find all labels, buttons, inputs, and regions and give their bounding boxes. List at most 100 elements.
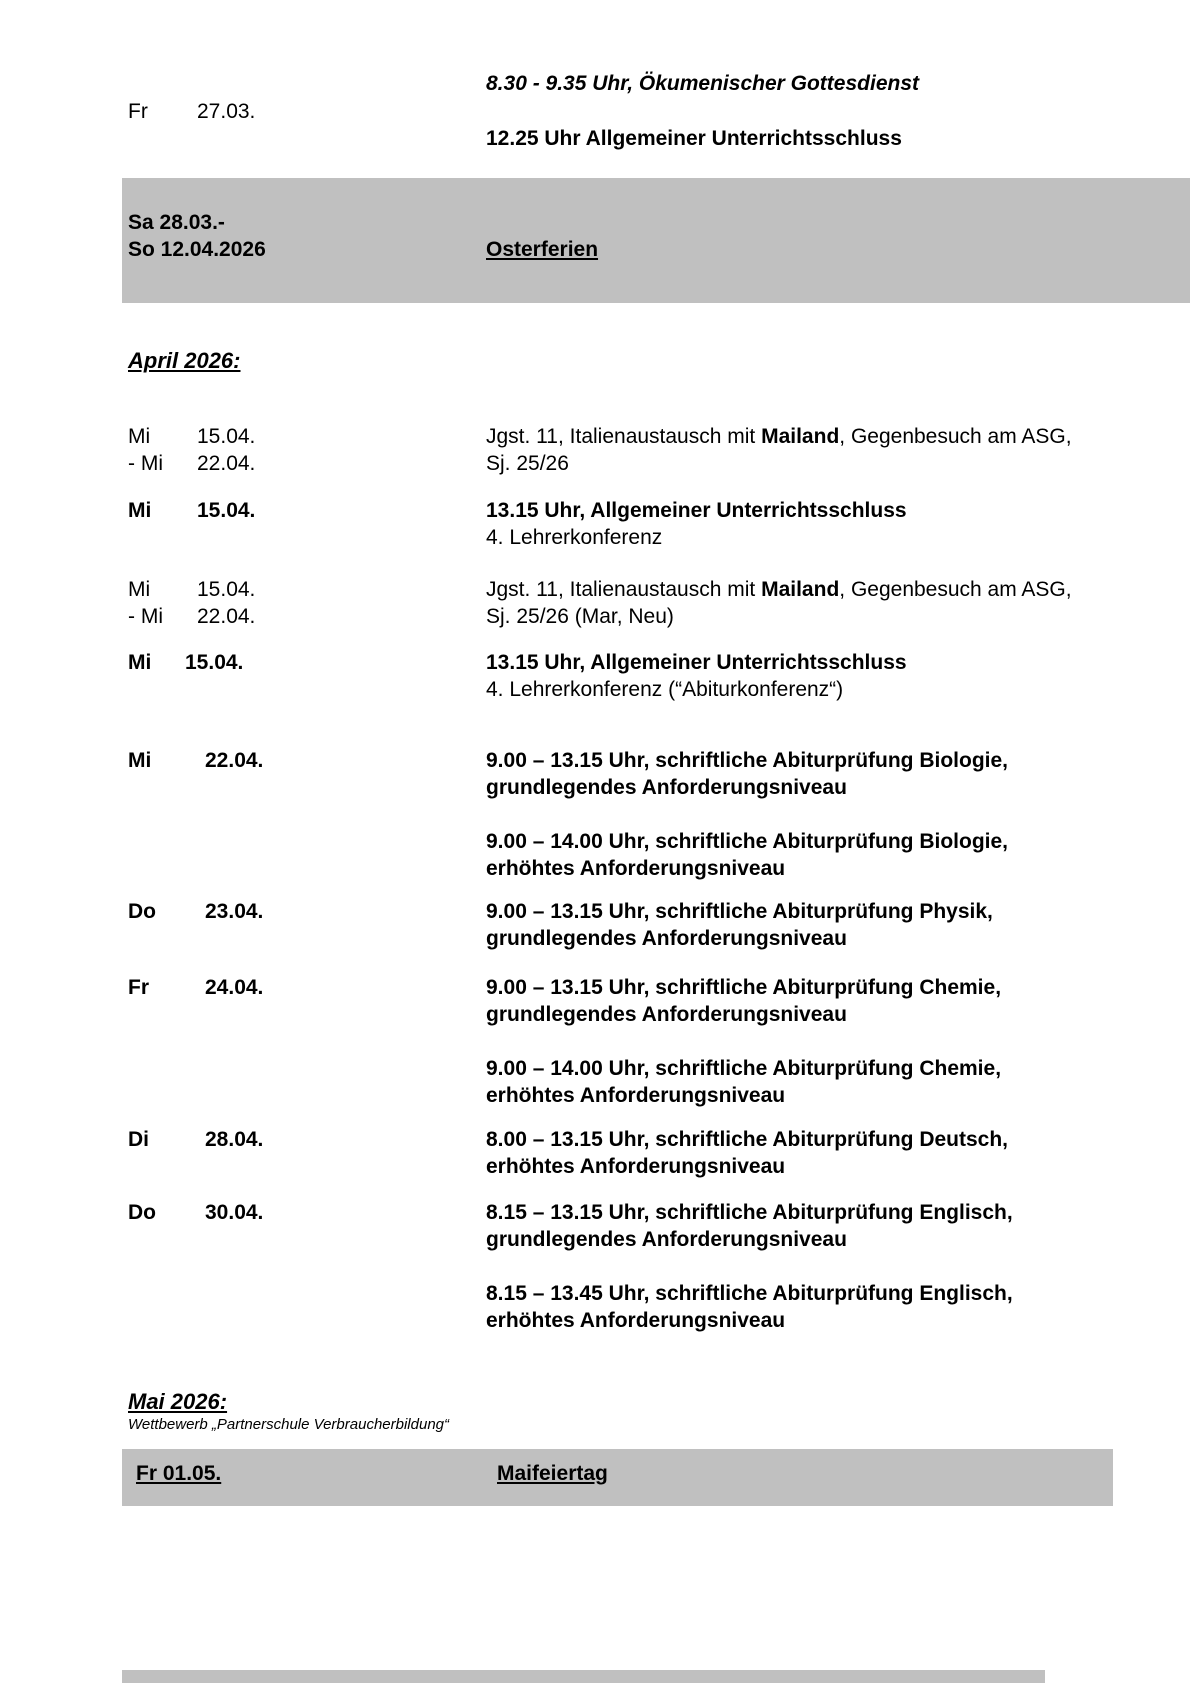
date-label: 28.04. — [205, 1128, 264, 1151]
day-label: Mi — [128, 425, 151, 448]
event-column: 9.00 – 13.15 Uhr, schriftliche Abiturprü… — [486, 747, 1190, 882]
event-column: 9.00 – 13.15 Uhr, schriftliche Abiturprü… — [486, 974, 1190, 1109]
event-text: erhöhtes Anforderungsniveau — [486, 1155, 786, 1178]
month-heading-april: April 2026: — [128, 348, 241, 373]
event-text: 8.00 – 13.15 Uhr, schriftliche Abiturprü… — [486, 1128, 1009, 1151]
event-column: 13.15 Uhr, Allgemeiner Unterrichtsschlus… — [486, 649, 1190, 703]
date-label: 22.04. — [197, 605, 256, 628]
event-column: Jgst. 11, Italienaustausch mit Mailand, … — [486, 423, 1190, 477]
date-label: 15.04. — [197, 499, 256, 522]
day-label: Mi — [128, 578, 151, 601]
date-label: 22.04. — [197, 452, 256, 475]
date-column: Di 28.04. — [0, 1126, 486, 1180]
event-text-gottesdienst: 8.30 - 9.35 Uhr, Ökumenischer Gottesdien… — [486, 72, 919, 95]
date-column: Mi 15.04. — [0, 649, 486, 703]
month-heading-mai: Mai 2026: — [128, 1389, 228, 1414]
day-label: Di — [128, 1128, 149, 1151]
date-column: Fr 24.04. — [0, 974, 486, 1109]
day-label: Do — [128, 1201, 156, 1224]
date-label: 15.04. — [185, 651, 244, 674]
wettbewerb-note: Wettbewerb „Partnerschule Verbraucherbil… — [128, 1416, 449, 1433]
event-text: 9.00 – 13.15 Uhr, schriftliche Abiturprü… — [486, 900, 993, 923]
event-row-abitur-chemie: Fr 24.04. 9.00 – 13.15 Uhr, schriftliche… — [0, 974, 1190, 1109]
day-label: - Mi — [128, 452, 163, 475]
date-column: Mi 15.04. — [0, 497, 486, 551]
maifeiertag-band: Fr 01.05. Maifeiertag — [122, 1449, 1113, 1506]
event-text: grundlegendes Anforderungsniveau — [486, 927, 847, 950]
event-text: 9.00 – 14.00 Uhr, schriftliche Abiturprü… — [486, 830, 1008, 853]
event-row-march-27: Fr 27.03. 8.30 - 9.35 Uhr, Ökumenischer … — [0, 70, 1190, 152]
spacer — [486, 1028, 1150, 1055]
date-label: 23.04. — [205, 900, 264, 923]
event-text: erhöhtes Anforderungsniveau — [486, 1084, 786, 1107]
event-row-italienaustausch-2: Mi 15.04. - Mi 22.04. Jgst. 11, Italiena… — [0, 576, 1190, 630]
day-label: Do — [128, 900, 156, 923]
event-text: 8.15 – 13.15 Uhr, schriftliche Abiturprü… — [486, 1201, 1013, 1224]
event-text: 8.15 – 13.45 Uhr, schriftliche Abiturprü… — [486, 1282, 1013, 1305]
event-text: 9.00 – 13.15 Uhr, schriftliche Abiturprü… — [486, 749, 1008, 772]
event-text: 13.15 Uhr, Allgemeiner Unterrichtsschlus… — [486, 651, 907, 674]
date-column: Mi 22.04. — [0, 747, 486, 882]
date-range-end: So 12.04.2026 — [128, 238, 266, 261]
date-label: Fr 01.05. — [136, 1462, 222, 1485]
event-text: Sj. 25/26 (Mar, Neu) — [486, 605, 674, 628]
date-label: 22.04. — [205, 749, 264, 772]
event-text: erhöhtes Anforderungsniveau — [486, 857, 786, 880]
osterferien-label: Osterferien — [486, 238, 599, 261]
event-column: 8.30 - 9.35 Uhr, Ökumenischer Gottesdien… — [486, 70, 1190, 152]
date-column: Mi 15.04. - Mi 22.04. — [0, 423, 486, 477]
partial-band-bottom — [122, 1670, 1045, 1683]
event-row-italienaustausch-1: Mi 15.04. - Mi 22.04. Jgst. 11, Italiena… — [0, 423, 1190, 477]
date-range-start: Sa 28.03.- — [128, 211, 225, 234]
date-label: 30.04. — [205, 1201, 264, 1224]
event-text: grundlegendes Anforderungsniveau — [486, 776, 847, 799]
event-column: 8.00 – 13.15 Uhr, schriftliche Abiturprü… — [486, 1126, 1190, 1180]
event-column: Jgst. 11, Italienaustausch mit Mailand, … — [486, 576, 1190, 630]
event-text: grundlegendes Anforderungsniveau — [486, 1003, 847, 1026]
spacer — [486, 97, 1150, 125]
osterferien-band: Sa 28.03.- So 12.04.2026 Osterferien — [122, 178, 1190, 303]
day-label: Mi — [128, 499, 152, 522]
date-column: Do 30.04. — [0, 1199, 486, 1334]
spacer — [486, 1253, 1150, 1280]
maifeiertag-label: Maifeiertag — [497, 1462, 608, 1485]
event-column: Maifeiertag — [497, 1460, 608, 1506]
event-column: 8.15 – 13.15 Uhr, schriftliche Abiturprü… — [486, 1199, 1190, 1334]
event-row-unterrichtsschluss-1: Mi 15.04. 13.15 Uhr, Allgemeiner Unterri… — [0, 497, 1190, 551]
event-text: 9.00 – 14.00 Uhr, schriftliche Abiturprü… — [486, 1057, 1002, 1080]
date-column: Mi 15.04. - Mi 22.04. — [0, 576, 486, 630]
day-label: Fr — [128, 99, 148, 123]
spacer — [486, 801, 1150, 828]
event-text: 4. Lehrerkonferenz — [486, 526, 663, 549]
event-row-abitur-deutsch: Di 28.04. 8.00 – 13.15 Uhr, schriftliche… — [0, 1126, 1190, 1180]
event-text: Jgst. 11, Italienaustausch mit Mailand, … — [486, 425, 1072, 448]
event-column: Osterferien — [486, 209, 1190, 303]
day-label: Mi — [128, 749, 152, 772]
event-text: 9.00 – 13.15 Uhr, schriftliche Abiturprü… — [486, 976, 1002, 999]
date-column: Fr 27.03. — [0, 98, 486, 125]
date-label: 27.03. — [197, 99, 256, 123]
date-label: 15.04. — [197, 578, 256, 601]
event-row-abitur-physik: Do 23.04. 9.00 – 13.15 Uhr, schriftliche… — [0, 898, 1190, 952]
date-column: Do 23.04. — [0, 898, 486, 952]
event-row-abitur-biologie: Mi 22.04. 9.00 – 13.15 Uhr, schriftliche… — [0, 747, 1190, 882]
event-text: Sj. 25/26 — [486, 452, 569, 475]
event-row-unterrichtsschluss-2: Mi 15.04. 13.15 Uhr, Allgemeiner Unterri… — [0, 649, 1190, 703]
date-label: 15.04. — [197, 425, 256, 448]
event-text-unterrichtsschluss: 12.25 Uhr Allgemeiner Unterrichtsschluss — [486, 127, 902, 150]
date-column: Sa 28.03.- So 12.04.2026 — [122, 209, 486, 303]
date-column: Fr 01.05. — [136, 1460, 497, 1506]
event-text: erhöhtes Anforderungsniveau — [486, 1309, 786, 1332]
event-column: 9.00 – 13.15 Uhr, schriftliche Abiturprü… — [486, 898, 1190, 952]
event-row-abitur-englisch: Do 30.04. 8.15 – 13.15 Uhr, schriftliche… — [0, 1199, 1190, 1334]
date-label: 24.04. — [205, 976, 264, 999]
day-label: - Mi — [128, 605, 163, 628]
day-label: Mi — [128, 651, 152, 674]
event-text: grundlegendes Anforderungsniveau — [486, 1228, 847, 1251]
event-text: 4. Lehrerkonferenz (“Abiturkonferenz“) — [486, 678, 844, 701]
event-text: 13.15 Uhr, Allgemeiner Unterrichtsschlus… — [486, 499, 907, 522]
event-column: 13.15 Uhr, Allgemeiner Unterrichtsschlus… — [486, 497, 1190, 551]
event-text: Jgst. 11, Italienaustausch mit Mailand, … — [486, 578, 1072, 601]
day-label: Fr — [128, 976, 149, 999]
